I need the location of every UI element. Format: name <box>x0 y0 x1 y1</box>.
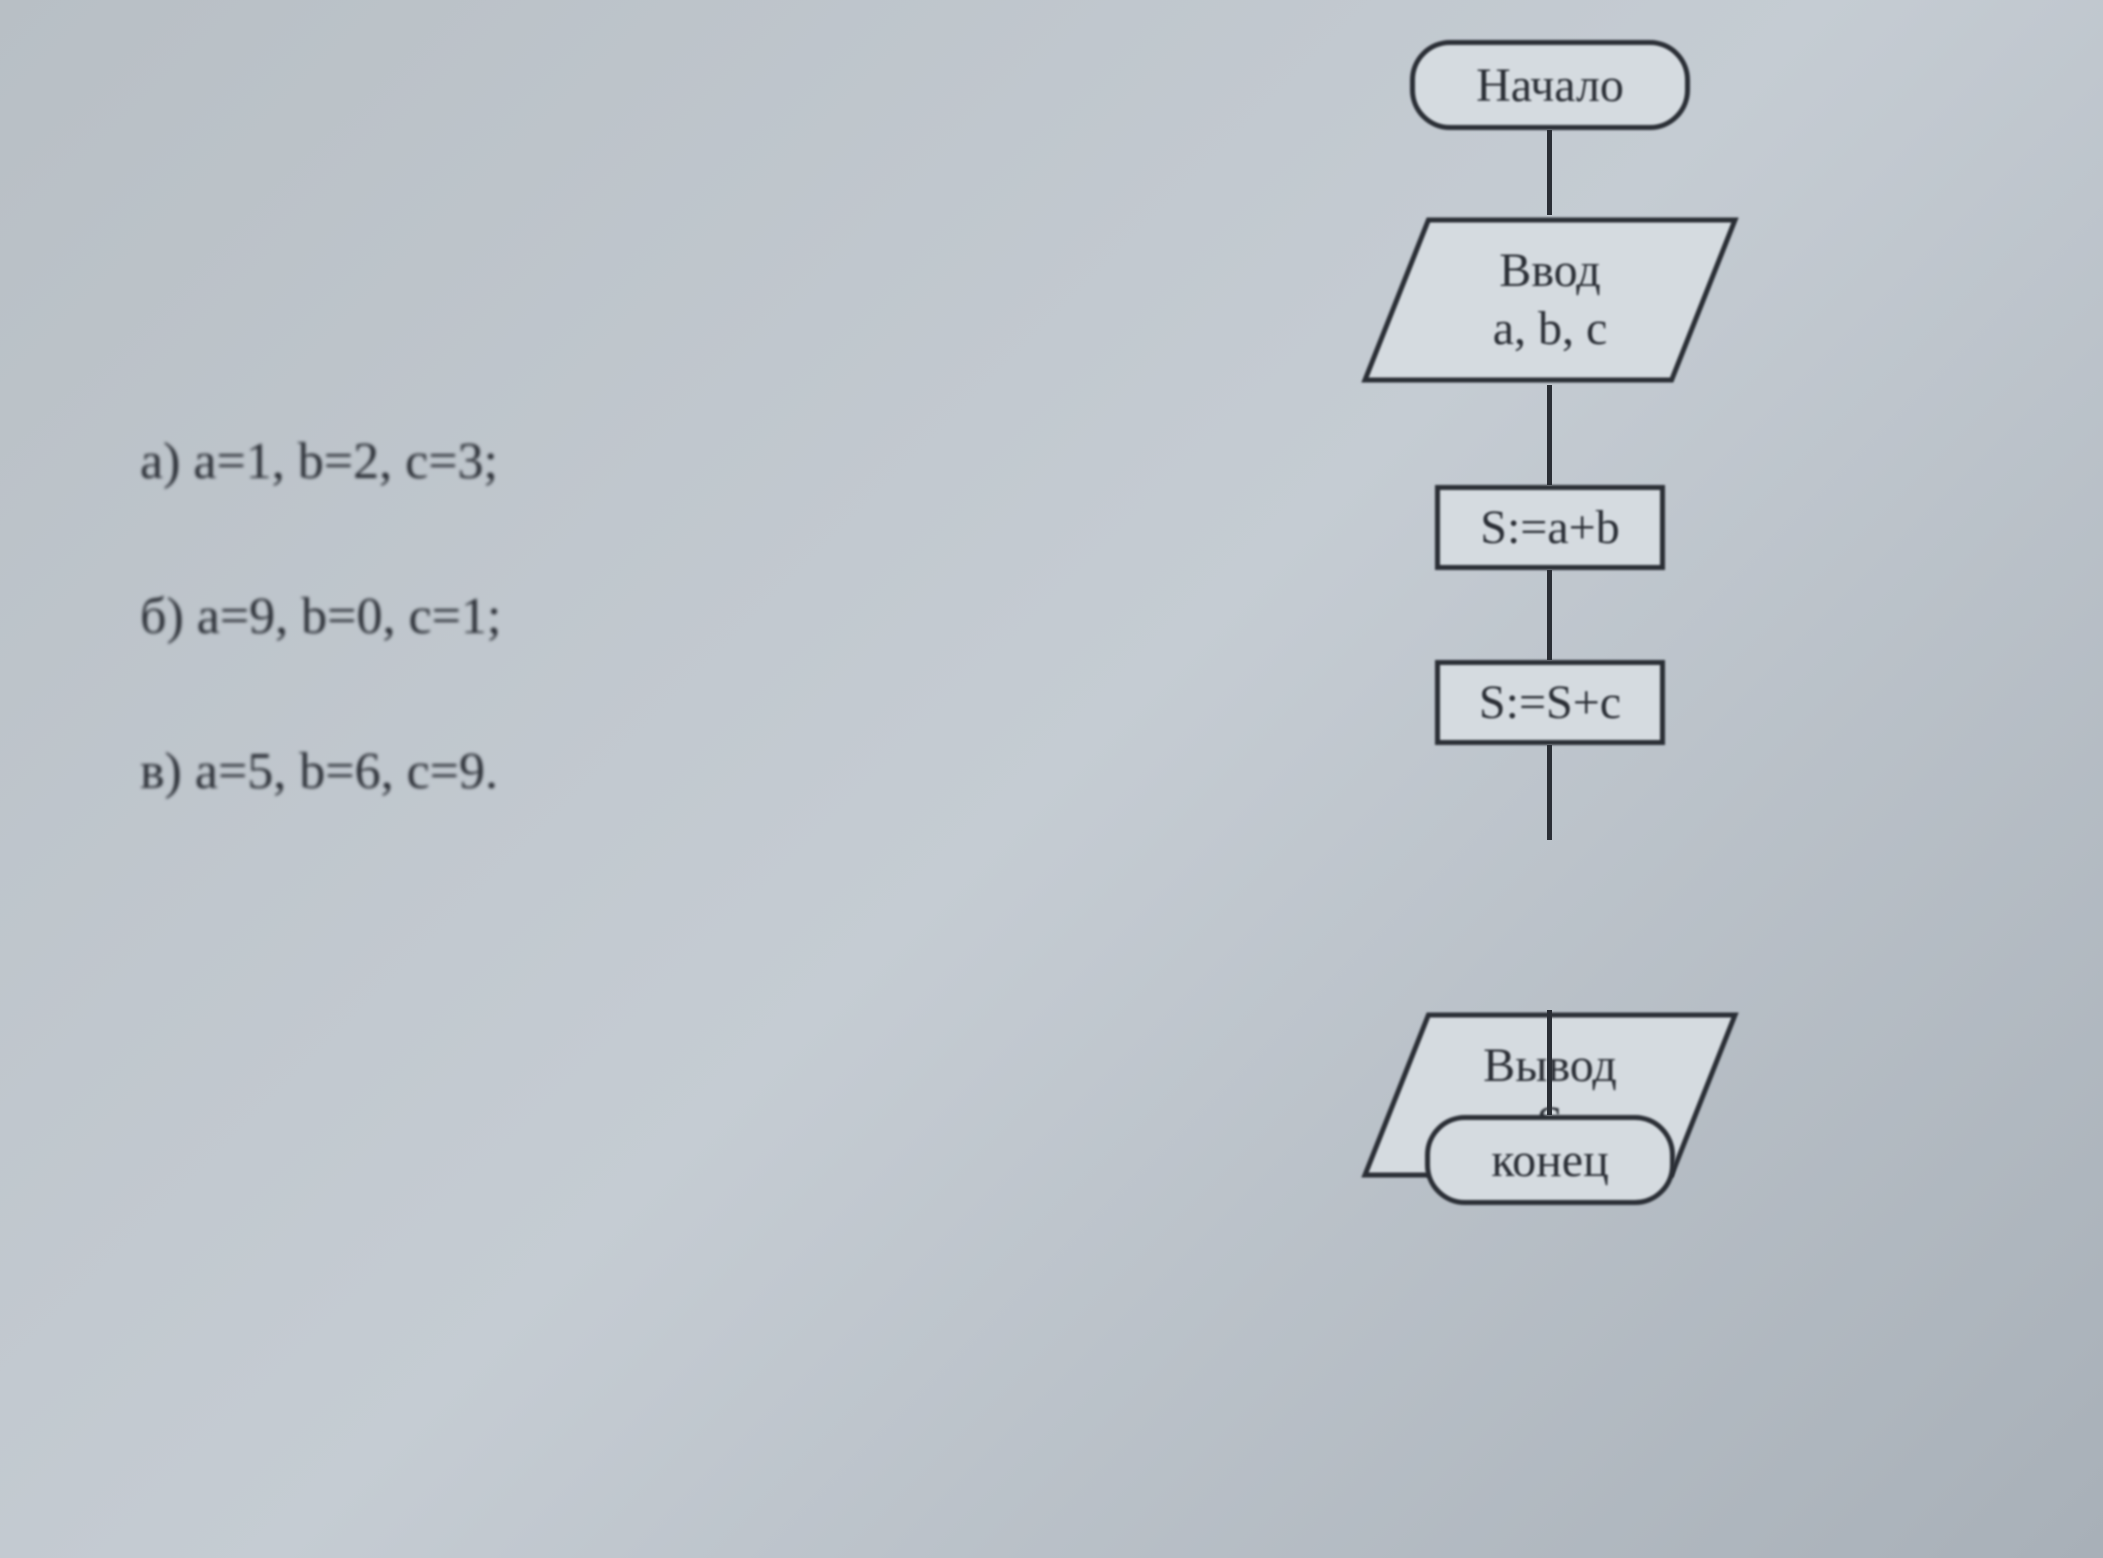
flowchart-node-end: конец <box>1425 1115 1675 1205</box>
flowchart-node-input: Вводa, b, c <box>1360 215 1740 385</box>
flowchart-connector-4 <box>1547 1010 1552 1115</box>
flowchart-connector-3 <box>1547 745 1552 840</box>
flowchart-node-p2: S:=S+c <box>1435 660 1665 745</box>
input-values-panel: а) a=1, b=2, c=3; б) a=9, b=0, c=1; в) a… <box>140 400 501 864</box>
flowchart-node-p1: S:=a+b <box>1435 485 1665 570</box>
flowchart-node-start: Начало <box>1410 40 1690 130</box>
input-line-b: б) a=9, b=0, c=1; <box>140 555 501 680</box>
input-line-v: в) a=5, b=6, c=9. <box>140 710 501 835</box>
flowchart-connector-1 <box>1547 385 1552 485</box>
flowchart-connector-0 <box>1547 130 1552 215</box>
flowchart-connector-2 <box>1547 570 1552 660</box>
flowchart-diagram: НачалоВводa, b, cS:=a+bS:=S+cВыводSконец <box>1200 40 1900 380</box>
input-line-a: а) a=1, b=2, c=3; <box>140 400 501 525</box>
flowchart-io-label-input: Вводa, b, c <box>1360 215 1740 385</box>
